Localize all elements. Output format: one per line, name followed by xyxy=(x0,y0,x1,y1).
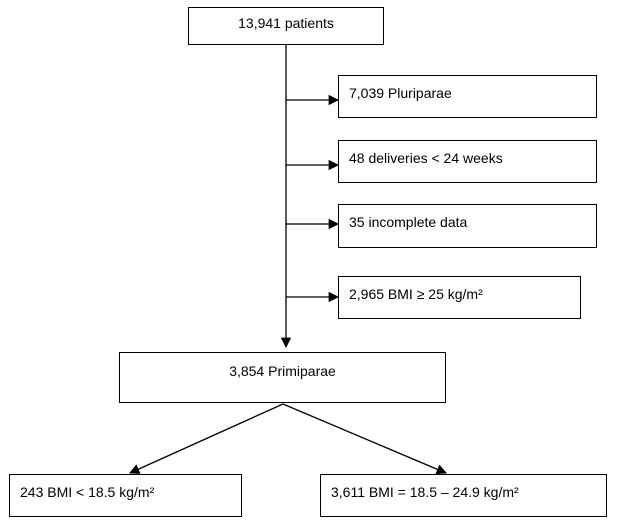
start-label: 13,941 patients xyxy=(238,15,334,31)
exclusion-label: 48 deliveries < 24 weeks xyxy=(349,150,503,166)
exclusion-label: 7,039 Pluriparae xyxy=(349,85,452,101)
exclusion-box-incomplete: 35 incomplete data xyxy=(338,204,597,248)
cohort-box: 3,854 Primiparae xyxy=(119,352,446,403)
group-box-underweight: 243 BMI < 18.5 kg/m² xyxy=(9,474,242,517)
group-label: 243 BMI < 18.5 kg/m² xyxy=(20,484,155,500)
group-label: 3,611 BMI = 18.5 – 24.9 kg/m² xyxy=(331,484,519,500)
exclusion-box-bmi-high: 2,965 BMI ≥ 25 kg/m² xyxy=(338,276,581,319)
split-arrow-right xyxy=(282,403,447,475)
group-box-normal: 3,611 BMI = 18.5 – 24.9 kg/m² xyxy=(320,474,607,517)
exclusion-box-deliveries: 48 deliveries < 24 weeks xyxy=(338,140,597,183)
exclusion-box-pluriparae: 7,039 Pluriparae xyxy=(338,75,597,118)
exclusion-label: 35 incomplete data xyxy=(349,214,468,230)
exclusion-label: 2,965 BMI ≥ 25 kg/m² xyxy=(349,286,483,302)
cohort-label: 3,854 Primiparae xyxy=(229,363,336,379)
split-arrow-left xyxy=(129,403,284,474)
start-box: 13,941 patients xyxy=(188,7,384,45)
